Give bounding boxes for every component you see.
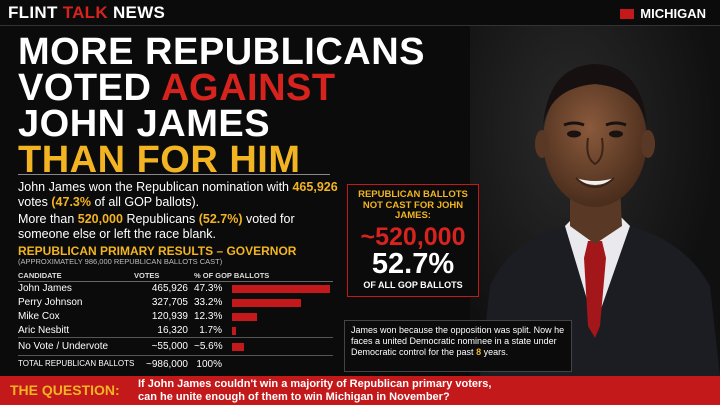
intro-p1b: 465,926	[292, 180, 338, 194]
intro-p2b: 520,000	[77, 212, 123, 226]
headline-line-2a: VOTED	[18, 67, 152, 109]
candidate-name: Mike Cox	[18, 311, 60, 322]
vote-count: ~55,000	[151, 341, 188, 352]
percent-label: 1.7%	[199, 325, 222, 336]
top-bar: FLINT TALK NEWS MICHIGAN	[0, 0, 720, 26]
callout-big-number: ~520,000	[360, 222, 466, 251]
column-header-candidate: CANDIDATE	[18, 271, 62, 280]
candidate-name: John James	[18, 283, 72, 294]
intro-p1c: votes	[18, 195, 48, 209]
row-separator	[18, 355, 333, 356]
callout-box: REPUBLICAN BALLOTS NOT CAST FOR JOHN JAM…	[347, 184, 479, 297]
section-title: REPUBLICAN PRIMARY RESULTS – GOVERNOR	[18, 244, 297, 258]
region-flag-icon	[620, 8, 635, 19]
question-label: THE QUESTION:	[10, 382, 120, 398]
intro-p2d: (52.7%)	[198, 212, 243, 226]
candidate-name: Perry Johnson	[18, 297, 83, 308]
candidate-name: No Vote / Undervote	[18, 341, 109, 352]
vote-count: 327,705	[151, 297, 188, 308]
brand-word-2: TALK	[62, 3, 108, 22]
percent-label: 47.3%	[194, 283, 223, 294]
bar-1	[232, 285, 330, 293]
bar-2	[232, 299, 301, 307]
section-subtitle: (APPROXIMATELY 986,000 REPUBLICAN BALLOT…	[18, 257, 223, 266]
brand-logo: FLINT TALK NEWS	[8, 3, 165, 23]
question-line-2: can he unite enough of them to win Michi…	[138, 391, 450, 403]
divider	[0, 25, 720, 26]
bar-5	[232, 343, 244, 351]
table-row: Aric Nesbitt 16,320 1.7%	[0, 325, 340, 339]
table-row-total: TOTAL REPUBLICAN BALLOTS ~986,000 100%	[0, 359, 340, 373]
headline-rule	[18, 174, 330, 175]
headline-line-3: JOHN JAMES	[18, 103, 271, 145]
headline-line-2b: AGAINST	[161, 67, 336, 109]
total-percent: 100%	[196, 359, 222, 370]
table-header-rule	[18, 281, 333, 282]
bar-3	[232, 313, 258, 321]
region-text: MICHIGAN	[640, 6, 706, 21]
callout-label: REPUBLICAN BALLOTS NOT CAST FOR JOHN JAM…	[358, 189, 468, 221]
callout-sublabel: OF ALL GOP BALLOTS	[363, 279, 463, 290]
analysis-note: James won because the opposition was spl…	[344, 320, 572, 372]
question-line-1: If John James couldn't win a majority of…	[138, 378, 492, 390]
table-row: John James 465,926 47.3%	[0, 283, 340, 297]
intro-p2e: voted for someone else or left the race …	[18, 212, 295, 241]
intro-p2a: More than	[18, 212, 75, 226]
intro-p2c: Republicans	[126, 212, 196, 226]
note-text-a: James won because the opposition was spl…	[351, 325, 565, 357]
intro-p1a: John James won the Republican nomination…	[18, 180, 289, 194]
table-row: Perry Johnson 327,705 33.2%	[0, 297, 340, 311]
intro-paragraph-1: John James won the Republican nomination…	[18, 180, 348, 210]
brand-word-3: NEWS	[112, 3, 166, 22]
percent-label: 33.2%	[194, 297, 223, 308]
candidate-name: Aric Nesbitt	[18, 325, 70, 336]
intro-text: John James won the Republican nomination…	[18, 180, 348, 244]
bar-4	[232, 327, 236, 335]
column-header-pct: % OF GOP BALLOTS	[194, 271, 270, 280]
intro-p1e: of all GOP ballots).	[94, 195, 200, 209]
note-number: 8	[476, 347, 482, 357]
percent-label: 12.3%	[194, 311, 223, 322]
note-text-b: years.	[483, 347, 509, 357]
table-row: No Vote / Undervote ~55,000 ~5.6%	[0, 341, 340, 355]
row-separator	[18, 337, 333, 338]
callout-percent: 52.7%	[371, 247, 455, 280]
vote-count: 465,926	[151, 283, 188, 294]
column-header-votes: VOTES	[134, 271, 160, 280]
vote-count: 16,320	[157, 325, 188, 336]
vote-count: 120,939	[151, 311, 188, 322]
headline-line-1: MORE REPUBLICANS	[18, 31, 426, 73]
total-label: TOTAL REPUBLICAN BALLOTS	[18, 359, 135, 368]
total-votes: ~986,000	[146, 359, 188, 370]
question-banner: THE QUESTION: If John James couldn't win…	[0, 376, 720, 405]
percent-label: ~5.6%	[194, 341, 223, 352]
headline-line-2: VOTED AGAINST	[18, 67, 425, 109]
brand-word-1: FLINT	[8, 3, 58, 22]
headline: MORE REPUBLICANS VOTED AGAINST JOHN JAME…	[18, 31, 426, 181]
intro-paragraph-2: More than 520,000 Republicans (52.7%) vo…	[18, 212, 348, 242]
table-row: Mike Cox 120,939 12.3%	[0, 311, 340, 325]
region-label: MICHIGAN	[620, 6, 706, 21]
intro-p1d: (47.3%	[51, 195, 91, 209]
question-text: If John James couldn't win a majority of…	[138, 378, 698, 404]
headline-line-4: THAN FOR HIM	[18, 139, 301, 181]
